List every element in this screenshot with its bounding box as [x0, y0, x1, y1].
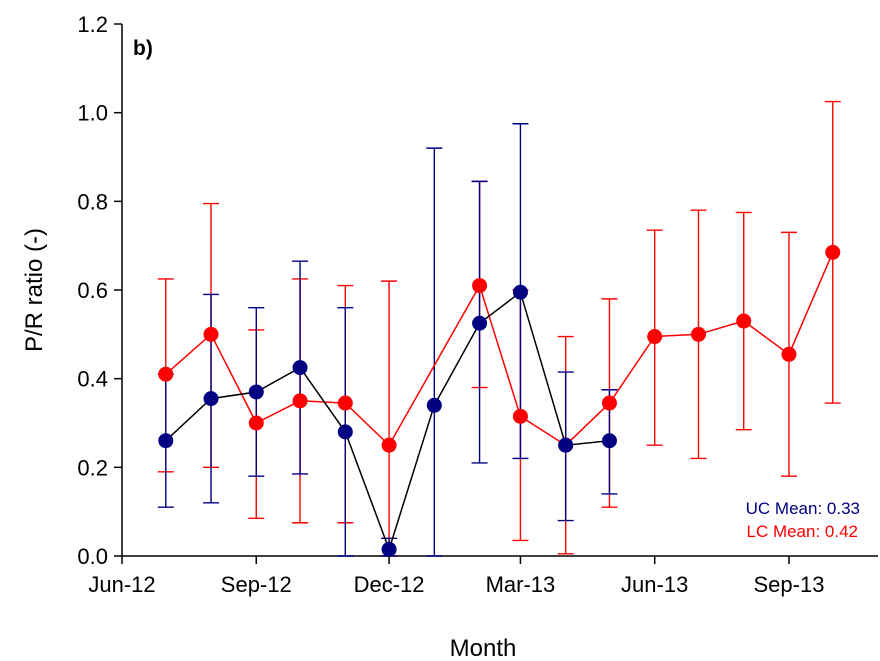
uc-data-point	[292, 360, 308, 376]
y-tick-label: 0.2	[77, 455, 108, 480]
panel-label: b)	[133, 37, 153, 60]
y-tick-label: 0.8	[77, 189, 108, 214]
lc-data-point	[248, 415, 264, 431]
lc-data-point	[203, 326, 219, 342]
x-axis-title: Month	[450, 635, 517, 661]
uc-data-point	[337, 424, 353, 440]
lc-data-point	[690, 326, 706, 342]
uc-data-point	[203, 391, 219, 407]
x-tick-label: Jun-13	[621, 572, 688, 597]
lc-data-point	[736, 313, 752, 329]
y-tick-label: 1.0	[77, 101, 108, 126]
uc-data-point	[472, 315, 488, 331]
lc-data-point	[158, 366, 174, 382]
uc-data-point	[381, 541, 397, 557]
lc-data-point	[472, 278, 488, 294]
x-tick-label: Jun-12	[88, 572, 155, 597]
uc-mean-annotation: UC Mean: 0.33	[746, 499, 860, 518]
lc-data-point	[512, 408, 528, 424]
uc-data-point	[426, 397, 442, 413]
y-axis-ticks: 0.0 0.2 0.4 0.6 0.8 1.0 1.2	[77, 12, 122, 569]
y-tick-label: 1.2	[77, 12, 108, 37]
y-tick-label: 0.4	[77, 367, 108, 392]
x-tick-label: Sep-13	[753, 572, 824, 597]
x-tick-label: Mar-13	[486, 572, 556, 597]
y-tick-label: 0.0	[77, 544, 108, 569]
uc-data-point	[158, 433, 174, 449]
uc-data-point	[248, 384, 264, 400]
uc-data-point	[601, 433, 617, 449]
uc-data-point	[512, 284, 528, 300]
lc-data-point	[601, 395, 617, 411]
lc-data-point	[292, 393, 308, 409]
lc-data-point	[781, 346, 797, 362]
y-tick-label: 0.6	[77, 278, 108, 303]
y-axis-title: P/R ratio (-)	[21, 228, 48, 352]
x-tick-label: Sep-12	[221, 572, 292, 597]
lc-data-point	[825, 244, 841, 260]
lc-mean-annotation: LC Mean: 0.42	[746, 522, 858, 541]
lc-data-point	[647, 329, 663, 345]
lc-data-point	[337, 395, 353, 411]
x-axis-ticks: Jun-12 Sep-12 Dec-12 Mar-13 Jun-13 Sep-13	[88, 556, 824, 597]
uc-data-point	[558, 437, 574, 453]
data-points	[158, 244, 841, 557]
lc-data-point	[381, 437, 397, 453]
x-tick-label: Dec-12	[354, 572, 425, 597]
